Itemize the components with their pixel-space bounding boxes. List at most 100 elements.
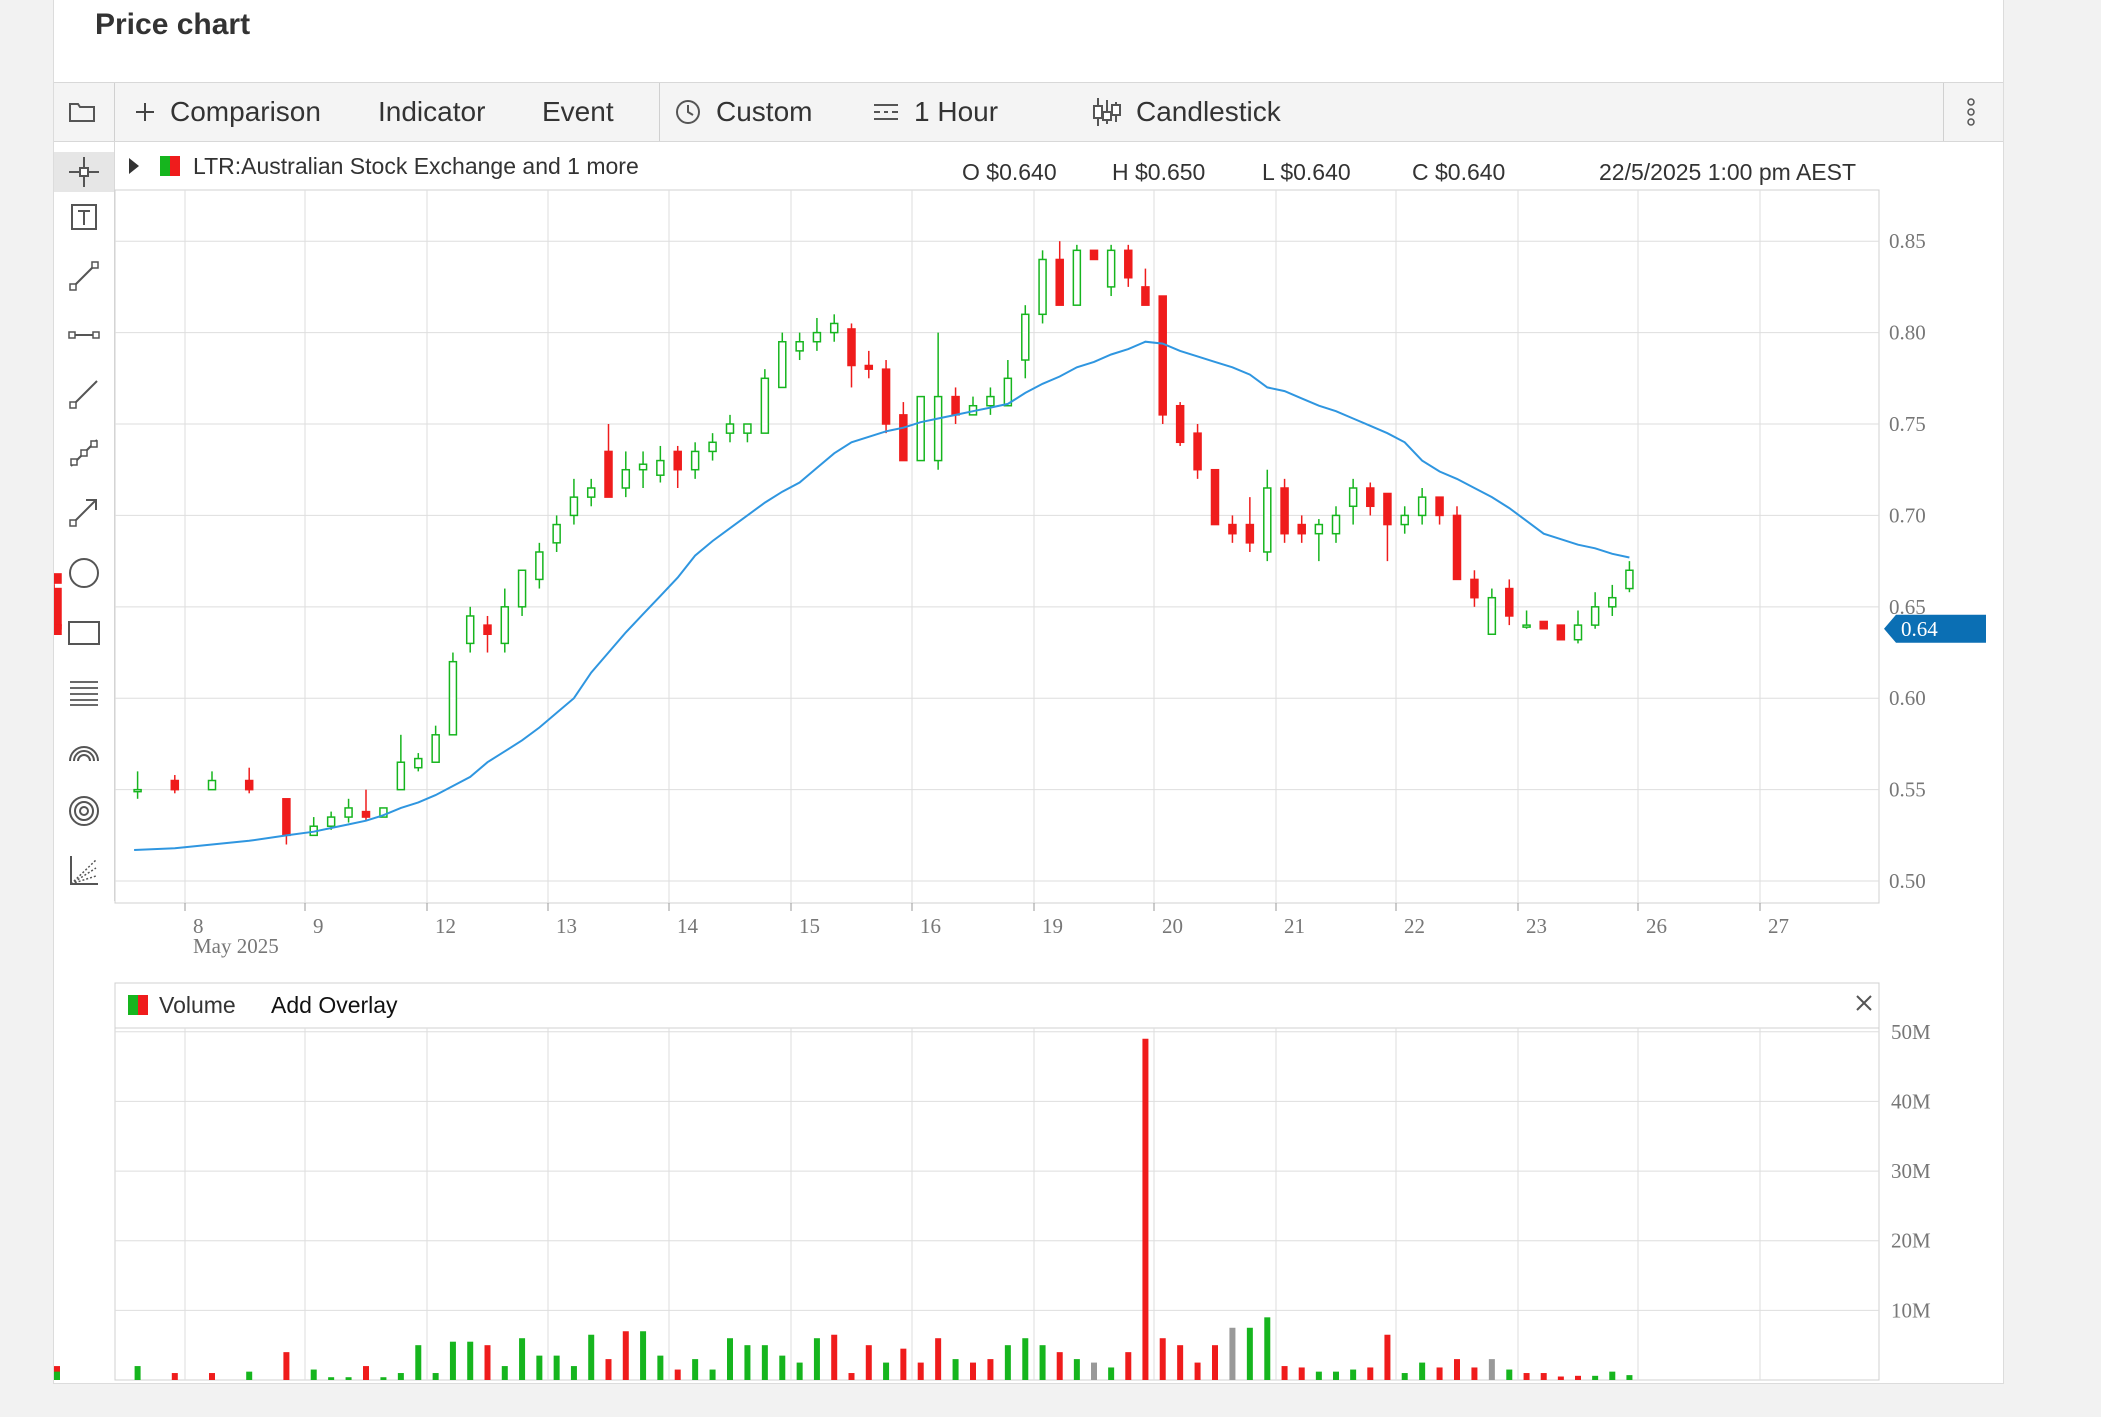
candle-body — [1383, 492, 1392, 526]
volume-bar — [674, 1369, 681, 1380]
date-tick-label: 14 — [677, 914, 699, 938]
last-price-label: 0.64 — [1901, 617, 1938, 641]
ohlc-low: L $0.640 — [1262, 159, 1351, 185]
candle-body — [1573, 624, 1583, 641]
candle-body — [465, 615, 475, 645]
volume-bar — [1384, 1334, 1391, 1380]
fibonacci-circle-tool[interactable] — [64, 791, 104, 831]
arrow-line-icon — [69, 499, 97, 527]
volume-bar — [692, 1359, 699, 1380]
chart-canvas[interactable]: LTR:Australian Stock Exchange and 1 more… — [54, 0, 2003, 1383]
candle-body — [795, 340, 804, 352]
month-label: May 2025 — [193, 934, 279, 958]
candle-body — [207, 779, 217, 791]
clock-icon — [676, 100, 700, 124]
trend-line-tool[interactable] — [64, 374, 104, 414]
candle-body — [1175, 404, 1185, 444]
candle-body — [916, 395, 925, 462]
volume-bar — [553, 1355, 560, 1380]
date-tick-label: 8 — [193, 914, 204, 938]
candle-body — [725, 423, 735, 434]
interval-button[interactable]: 1 Hour — [872, 83, 998, 141]
arrow-tool[interactable] — [64, 492, 104, 532]
candle-body — [326, 816, 336, 827]
price-plot-area — [114, 189, 1880, 904]
comparison-button[interactable]: Comparison — [134, 83, 321, 141]
price-panel: 0.850.800.750.700.650.600.550.508 9 12 13 14… — [54, 189, 1986, 958]
candle-body — [812, 331, 822, 343]
volume-bar — [1315, 1371, 1322, 1380]
circle-tool[interactable] — [64, 553, 104, 593]
volume-color-swatch-down — [138, 995, 148, 1015]
close-volume-icon[interactable] — [1856, 995, 1872, 1011]
concentric-circles-icon — [69, 796, 99, 826]
event-button[interactable]: Event — [542, 83, 614, 141]
fibonacci-fan-tool[interactable] — [64, 850, 104, 890]
folder-button[interactable] — [68, 83, 110, 141]
volume-color-swatch-up — [128, 995, 138, 1015]
candle-body — [1072, 249, 1082, 306]
line-segment-tool[interactable] — [64, 256, 104, 296]
candle-body — [1625, 569, 1634, 590]
candle-body — [1141, 286, 1150, 306]
volume-bar — [570, 1366, 577, 1380]
plus-icon — [136, 103, 154, 121]
crosshair-icon — [69, 157, 99, 187]
arc-icon — [69, 746, 99, 762]
candle-body — [708, 441, 717, 453]
volume-bar — [1488, 1359, 1495, 1380]
chart-type-button[interactable]: Candlestick — [1092, 83, 1281, 141]
volume-bar — [519, 1338, 526, 1380]
candle-body — [244, 779, 254, 791]
candle-body — [414, 757, 423, 769]
volume-bar — [779, 1355, 786, 1380]
text-tool[interactable] — [64, 197, 104, 237]
volume-bar — [883, 1362, 890, 1380]
candle-body — [1245, 523, 1255, 544]
date-tick-label: 12 — [435, 914, 456, 938]
candle-body — [673, 450, 682, 471]
more-menu-button[interactable] — [1966, 83, 1990, 141]
ohlc-close: C $0.640 — [1412, 159, 1505, 185]
date-tick-label: 16 — [920, 914, 941, 938]
candle-body — [1470, 578, 1479, 599]
indicator-button[interactable]: Indicator — [378, 83, 485, 141]
horizontal-segment-icon — [68, 331, 100, 339]
volume-bar — [484, 1345, 491, 1380]
volume-bar — [432, 1373, 439, 1380]
candle-body — [1280, 487, 1289, 535]
custom-range-button[interactable]: Custom — [674, 83, 812, 141]
multi-point-line-tool[interactable] — [64, 433, 104, 473]
volume-bar — [865, 1345, 872, 1380]
candle-body — [535, 551, 544, 581]
candle-body — [1556, 624, 1566, 641]
candle-body — [1297, 523, 1306, 535]
volume-bar — [1073, 1359, 1080, 1380]
date-tick-label: 13 — [556, 914, 577, 938]
candle-body — [361, 810, 371, 818]
volume-bar — [1367, 1367, 1374, 1380]
candle-body — [54, 573, 62, 584]
candle-body — [1608, 596, 1617, 608]
comparison-label: Comparison — [170, 96, 321, 127]
crosshair-tool[interactable] — [54, 152, 114, 192]
candle-body — [1210, 468, 1220, 526]
volume-bar — [1575, 1375, 1581, 1380]
volume-bar — [209, 1373, 215, 1380]
candle-body — [379, 807, 388, 818]
horizontal-lines-tool[interactable] — [64, 672, 104, 712]
candle-body — [1366, 487, 1375, 508]
volume-bar — [536, 1355, 543, 1380]
candle-body — [829, 322, 839, 334]
rectangle-tool[interactable] — [64, 613, 104, 653]
candle-body — [760, 377, 770, 434]
price-tick-label: 0.75 — [1889, 412, 1926, 436]
horizontal-ray-tool[interactable] — [64, 315, 104, 355]
candle-body — [778, 340, 787, 389]
add-overlay-link[interactable]: Add Overlay — [271, 992, 398, 1018]
fibonacci-arc-tool[interactable] — [64, 731, 104, 771]
volume-bar — [1125, 1352, 1132, 1380]
volume-tick-label: 20M — [1891, 1229, 1931, 1253]
expand-caret-icon[interactable] — [129, 158, 139, 174]
symbol-label[interactable]: LTR:Australian Stock Exchange and 1 more — [193, 153, 639, 179]
